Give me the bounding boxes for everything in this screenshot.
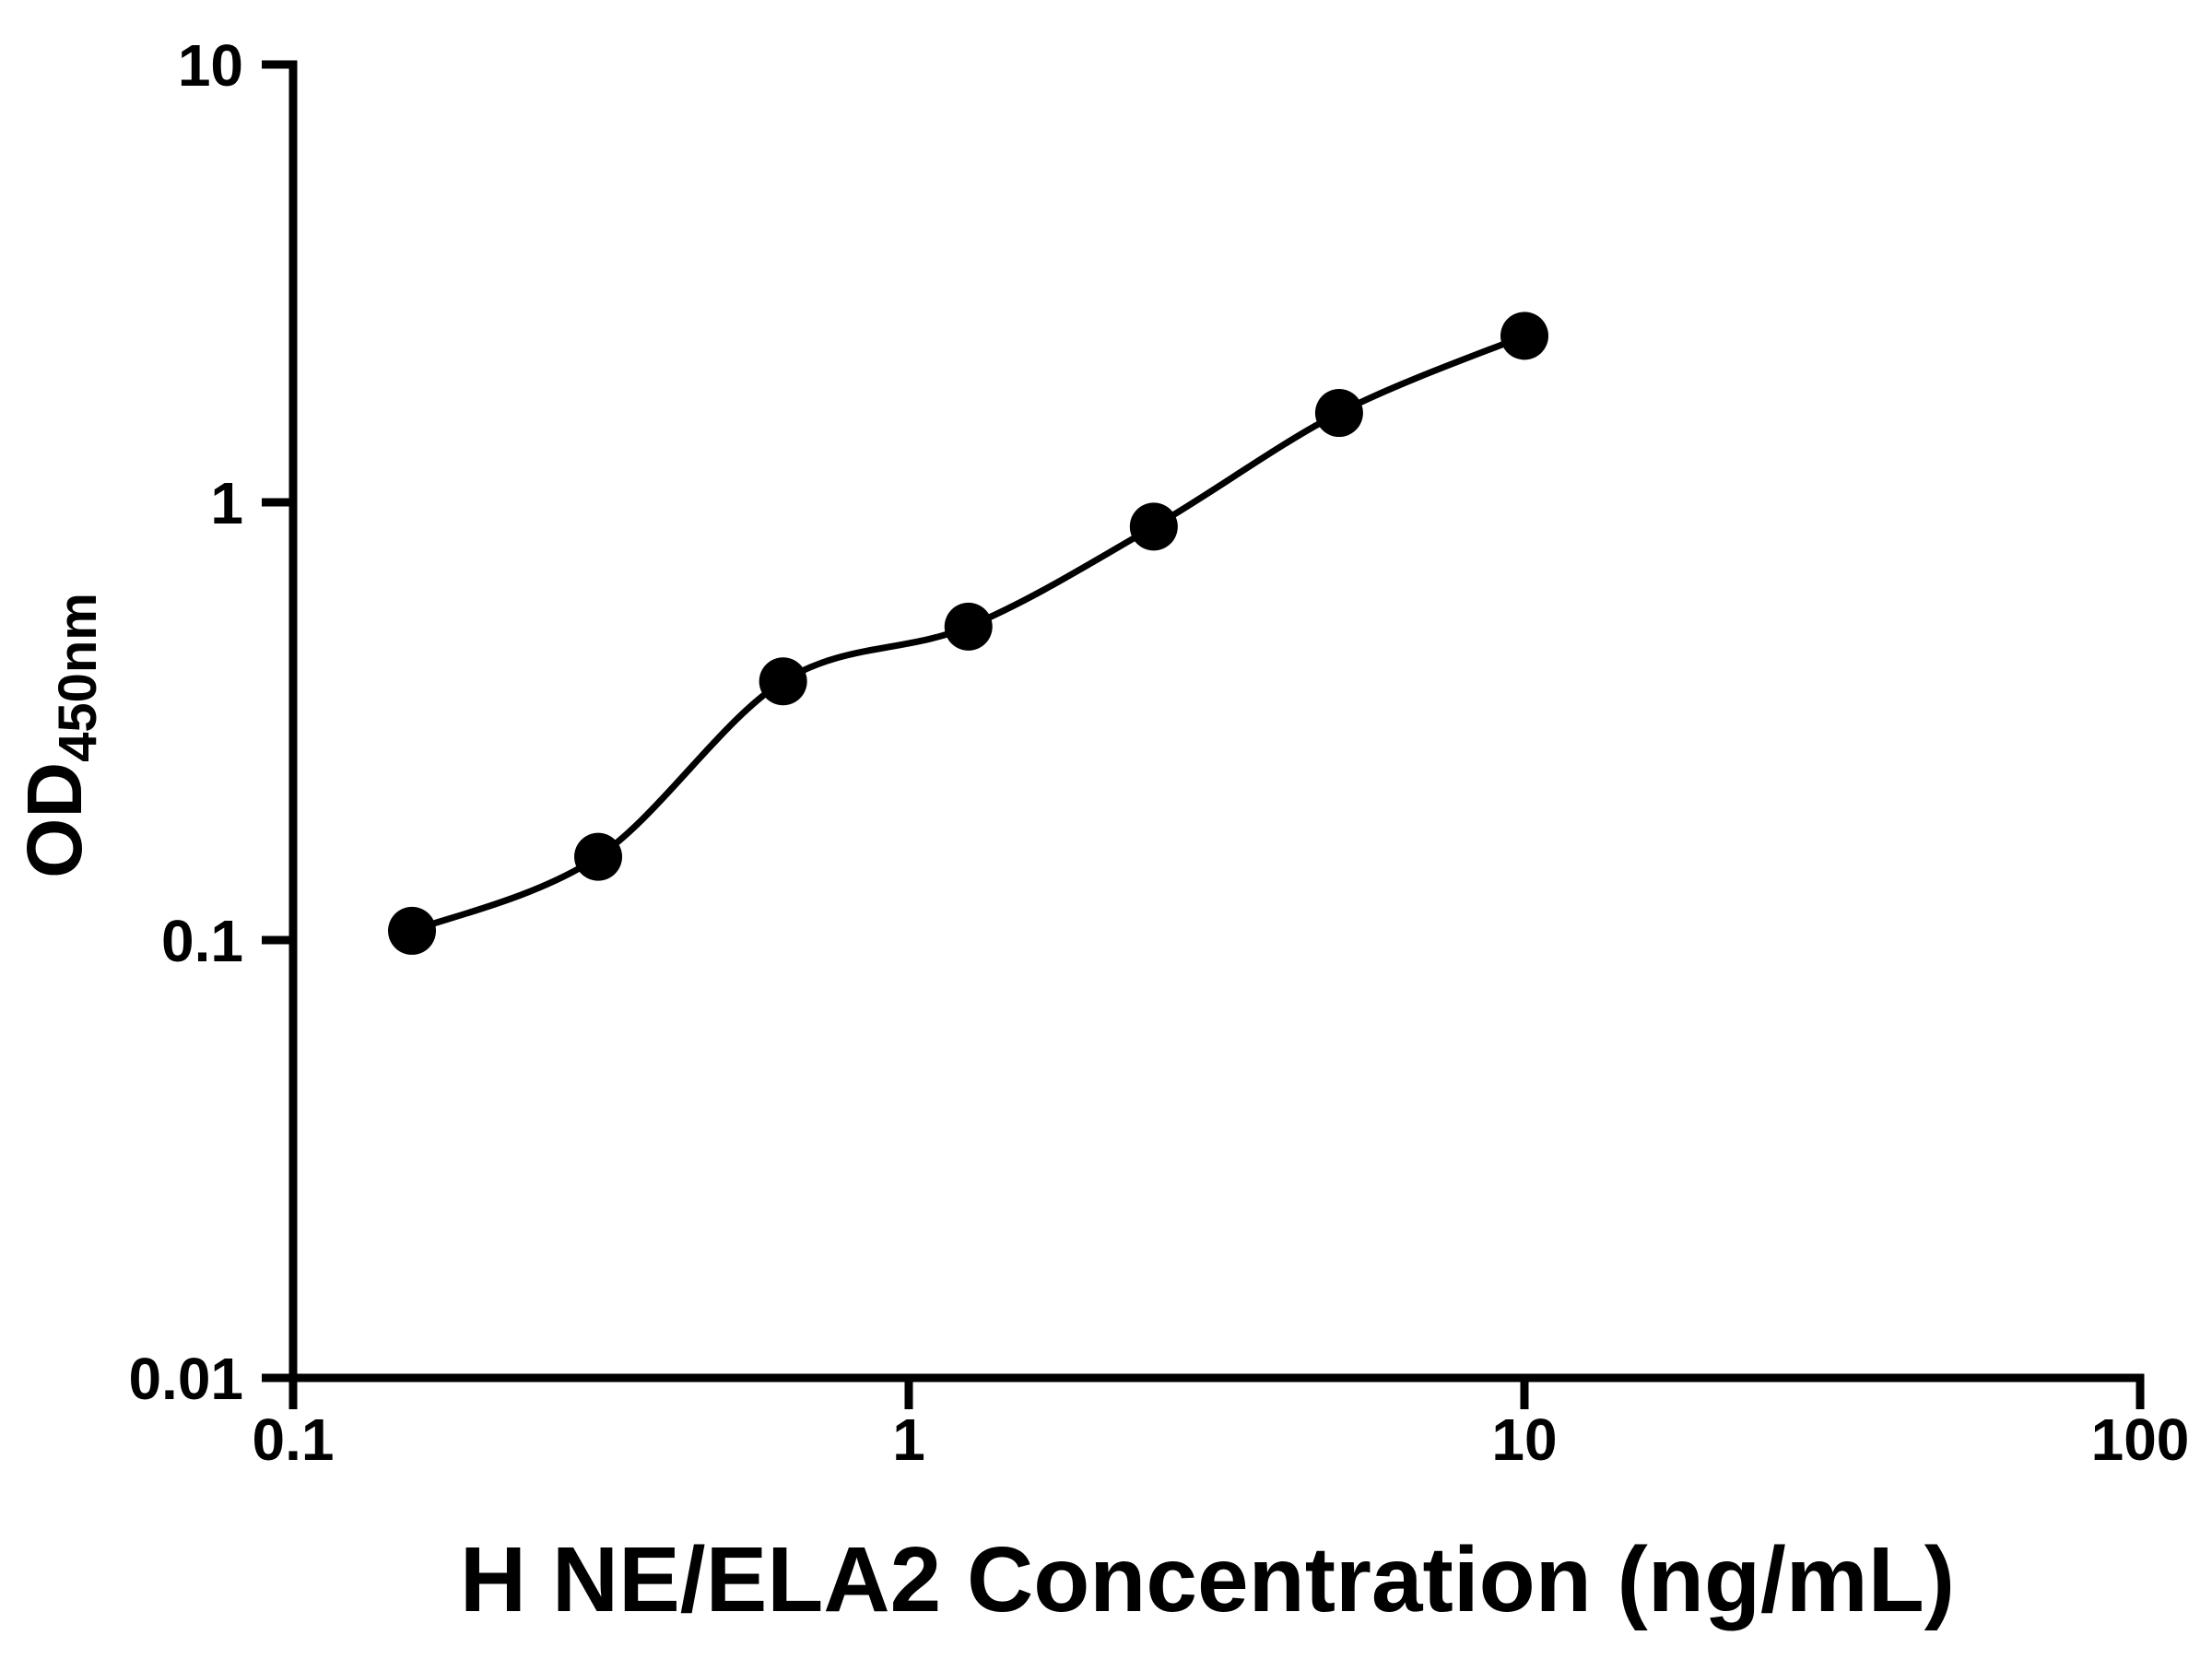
x-tick-label: 100: [2091, 1406, 2190, 1473]
data-point: [1129, 502, 1178, 551]
x-tick-label: 1: [892, 1406, 925, 1473]
y-axis-title-subscript: 450nm: [48, 593, 108, 762]
y-axis-title-main: OD: [11, 762, 98, 878]
y-tick-label: 0.01: [128, 1346, 243, 1412]
y-tick-label: 1: [210, 470, 243, 536]
x-tick-label: 0.1: [253, 1406, 335, 1473]
data-point: [388, 906, 437, 955]
data-point: [759, 657, 807, 706]
data-point: [1500, 312, 1548, 360]
data-point: [574, 832, 623, 881]
x-axis-title: H NE/ELA2 Concentration (ng/mL): [460, 1528, 1955, 1631]
data-point: [944, 602, 993, 651]
x-tick-label: 10: [1491, 1406, 1557, 1473]
y-tick-label: 10: [178, 32, 243, 99]
data-point: [1314, 389, 1363, 438]
y-tick-label: 0.1: [161, 908, 243, 974]
y-axis-title: OD450nm: [11, 593, 108, 878]
